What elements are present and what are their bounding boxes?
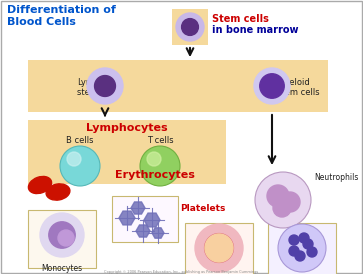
Circle shape xyxy=(195,224,243,272)
Circle shape xyxy=(205,234,233,262)
Circle shape xyxy=(289,246,299,256)
Circle shape xyxy=(278,224,326,272)
Text: Neutrophils: Neutrophils xyxy=(314,173,358,182)
Circle shape xyxy=(254,68,290,104)
Circle shape xyxy=(273,199,291,217)
Text: Myeloid
stem cells: Myeloid stem cells xyxy=(277,78,320,97)
Text: Lymphoid
stem cells: Lymphoid stem cells xyxy=(77,78,120,97)
Text: Copyright © 2006 Pearson Education, Inc., publishing as Pearson Benjamin Cumming: Copyright © 2006 Pearson Education, Inc.… xyxy=(104,270,258,274)
Circle shape xyxy=(205,234,233,262)
Circle shape xyxy=(255,172,311,228)
Circle shape xyxy=(40,213,84,257)
Bar xyxy=(28,60,328,112)
Polygon shape xyxy=(152,228,164,238)
Polygon shape xyxy=(131,202,145,214)
Circle shape xyxy=(299,233,309,243)
Circle shape xyxy=(94,76,115,96)
Ellipse shape xyxy=(28,176,52,193)
Text: Differentiation of
Blood Cells: Differentiation of Blood Cells xyxy=(7,5,116,27)
Text: T cells: T cells xyxy=(147,136,173,145)
Bar xyxy=(268,223,336,274)
Circle shape xyxy=(307,247,317,257)
Circle shape xyxy=(67,152,81,166)
Circle shape xyxy=(289,235,299,245)
Circle shape xyxy=(295,251,305,261)
Text: Monocytes: Monocytes xyxy=(41,264,82,273)
Polygon shape xyxy=(119,211,135,225)
Circle shape xyxy=(60,146,100,186)
Circle shape xyxy=(303,239,313,249)
Polygon shape xyxy=(136,225,150,237)
Text: Stem cells: Stem cells xyxy=(212,14,269,24)
Circle shape xyxy=(176,13,204,41)
Bar xyxy=(185,223,253,274)
Bar xyxy=(28,120,226,184)
Circle shape xyxy=(49,222,75,248)
Polygon shape xyxy=(144,213,160,227)
Bar xyxy=(112,196,178,242)
Text: Erythrocytes: Erythrocytes xyxy=(115,170,195,180)
Circle shape xyxy=(182,19,199,35)
Ellipse shape xyxy=(46,184,70,200)
Circle shape xyxy=(147,152,161,166)
Bar xyxy=(28,210,96,268)
Text: Lymphocytes: Lymphocytes xyxy=(86,123,168,133)
Circle shape xyxy=(87,68,123,104)
Circle shape xyxy=(58,230,74,246)
Text: in bone marrow: in bone marrow xyxy=(212,25,298,35)
Circle shape xyxy=(260,74,284,98)
Circle shape xyxy=(267,185,289,207)
Text: Platelets: Platelets xyxy=(180,204,225,213)
Text: B cells: B cells xyxy=(66,136,94,145)
Circle shape xyxy=(280,192,300,212)
Circle shape xyxy=(140,146,180,186)
Bar xyxy=(172,9,208,45)
